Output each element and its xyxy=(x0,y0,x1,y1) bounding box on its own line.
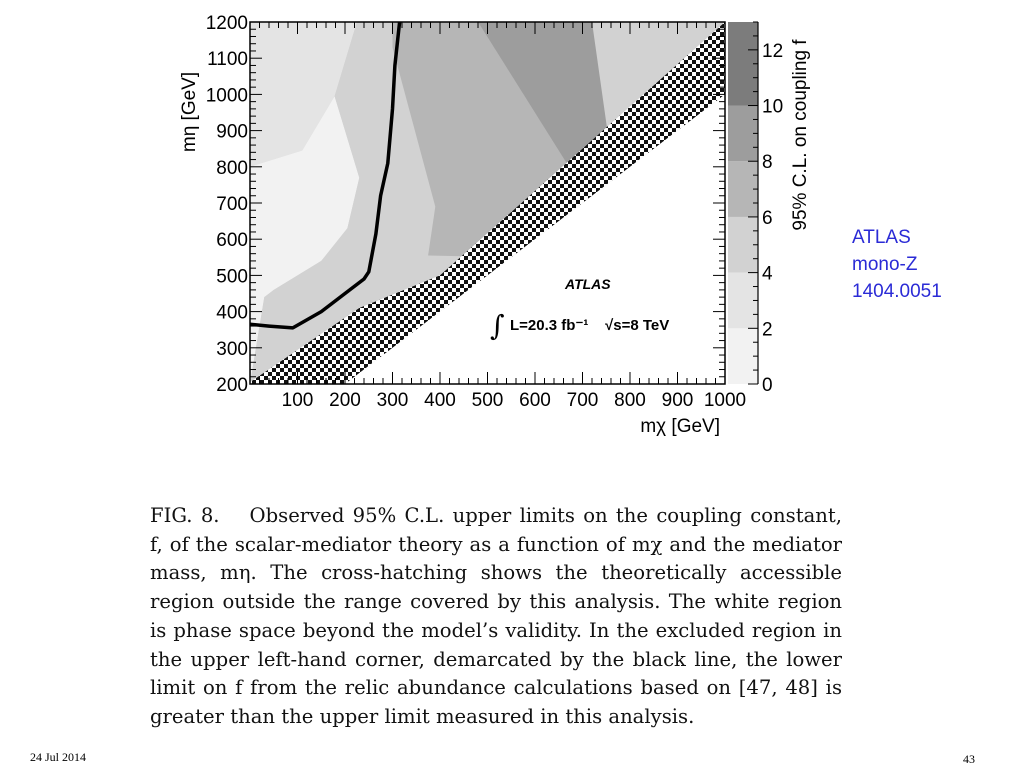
colorbar-tick-label: 0 xyxy=(762,375,773,396)
x-tick-label: 500 xyxy=(472,390,504,411)
footer-date: 24 Jul 2014 xyxy=(30,750,87,764)
colorbar-tick-label: 12 xyxy=(762,41,783,62)
y-axis-title: mη [GeV] xyxy=(179,72,200,152)
exclusion-line xyxy=(250,22,402,330)
x-tick-label: 900 xyxy=(662,390,694,411)
atlas-reference-label: ATLAS mono-Z 1404.0051 xyxy=(852,224,1002,305)
reference-line-2: mono-Z xyxy=(852,254,918,275)
x-tick-label: 400 xyxy=(424,390,456,411)
invalid-phase-space-region xyxy=(345,94,725,384)
atlas-plot-label: ATLAS xyxy=(564,276,611,292)
x-tick-label: 700 xyxy=(567,390,599,411)
contour-chart: 100 200 300 400 500 600 700 800 900 1000 20030040… xyxy=(179,13,811,437)
x-tick-label: 800 xyxy=(614,390,646,411)
y-tick-label: 200 xyxy=(216,375,248,396)
contour-region-4 xyxy=(478,22,612,189)
figure-caption: FIG. 8. Observed 95% C.L. upper limits on… xyxy=(150,502,842,732)
y-tick-label: 1000 xyxy=(206,85,248,106)
x-tick-label: 300 xyxy=(377,390,409,411)
integral-symbol: ∫ xyxy=(490,309,505,342)
colorbar-tick-label: 6 xyxy=(762,208,773,229)
y-tick-label: 800 xyxy=(216,158,248,179)
y-tick-label: 1200 xyxy=(206,13,248,34)
colorbar-tick-label: 10 xyxy=(762,97,783,118)
reference-line-1: ATLAS xyxy=(852,227,911,248)
colorbar-tick-label: 8 xyxy=(762,152,773,173)
y-tick-label: 500 xyxy=(216,266,248,287)
contour-region-1 xyxy=(250,96,360,384)
y-tick-label: 300 xyxy=(216,339,248,360)
caption-label: FIG. 8. xyxy=(150,504,220,527)
y-tick-label: 900 xyxy=(216,122,248,143)
caption-text: Observed 95% C.L. upper limits on the co… xyxy=(150,504,842,728)
x-axis-title: mχ [GeV] xyxy=(640,416,720,437)
x-tick-label: 600 xyxy=(519,390,551,411)
x-tick-label: 100 xyxy=(282,390,314,411)
footer-page-number: 43 xyxy=(963,752,975,766)
reference-line-3: 1404.0051 xyxy=(852,281,942,302)
energy-label: √s=8 TeV xyxy=(605,317,669,334)
colorbar-title: 95% C.L. on coupling f xyxy=(790,39,811,231)
contour-region-0 xyxy=(250,22,357,384)
x-tick-label: 200 xyxy=(329,390,361,411)
x-tick-label: 1000 xyxy=(704,390,746,411)
luminosity-label: L=20.3 fb⁻¹ xyxy=(510,317,588,334)
y-tick-label: 700 xyxy=(216,194,248,215)
y-tick-label: 400 xyxy=(216,303,248,324)
colorbar-tick-label: 2 xyxy=(762,319,773,340)
y-tick-label: 600 xyxy=(216,230,248,251)
y-tick-label: 1100 xyxy=(207,49,248,70)
colorbar-tick-label: 4 xyxy=(762,264,773,285)
